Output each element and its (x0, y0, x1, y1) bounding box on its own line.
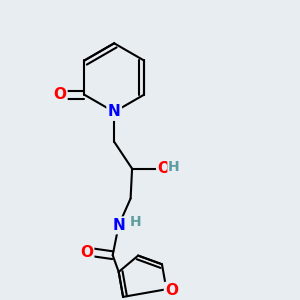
Text: O: O (53, 87, 66, 102)
Text: O: O (80, 245, 93, 260)
Text: O: O (165, 283, 178, 298)
Text: O: O (158, 161, 170, 176)
Text: H: H (129, 215, 141, 230)
Text: H: H (168, 160, 180, 174)
Text: N: N (108, 104, 121, 119)
Text: N: N (112, 218, 125, 233)
